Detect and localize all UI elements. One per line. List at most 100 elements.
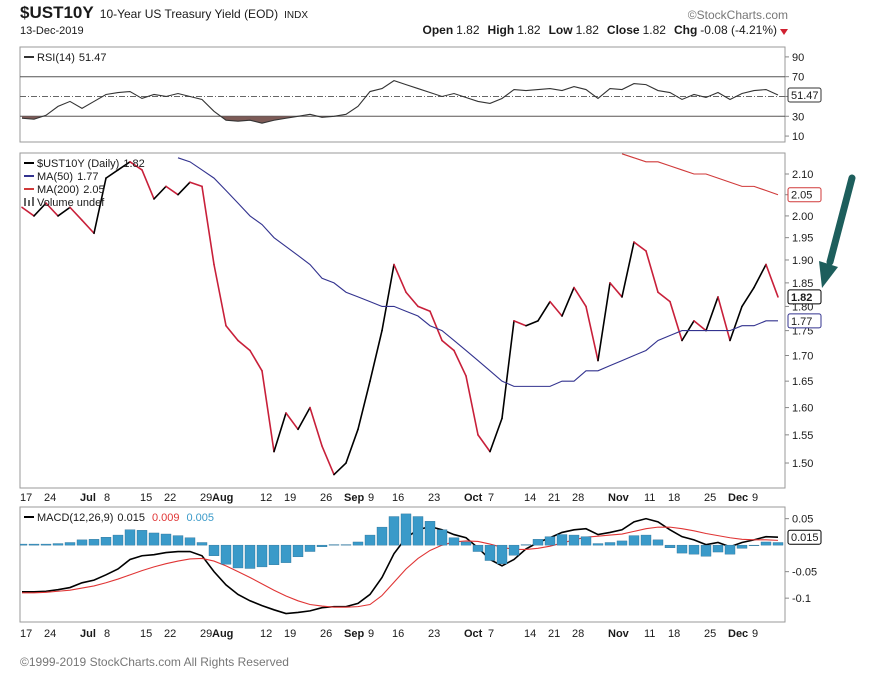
price-segment [45, 202, 59, 217]
y-tick-label: 30 [792, 111, 804, 123]
panel-frame [19, 46, 786, 143]
x-tick-label: 17 [20, 628, 32, 640]
price-segment [285, 412, 299, 431]
price-segment [669, 300, 683, 342]
price-segment [165, 185, 179, 196]
y-tick-label: 1.85 [792, 278, 813, 290]
price-segment [297, 406, 311, 431]
price-segment [513, 320, 527, 327]
x-tick-label: 29 [200, 492, 212, 504]
histogram-bar [20, 543, 28, 546]
x-tick-label: 19 [284, 628, 296, 640]
x-tick-label: Oct [464, 628, 483, 640]
histogram-bar [628, 535, 640, 546]
symbol: $UST10Y [20, 3, 94, 22]
y-tick-label: 1.70 [792, 351, 813, 363]
price-segment [321, 445, 335, 476]
histogram-bar [724, 544, 736, 555]
x-tick-label: 8 [104, 492, 110, 504]
legend-icon [28, 200, 30, 206]
price-segment [585, 305, 599, 362]
x-tick-label: Sep [344, 628, 364, 640]
price-segment [21, 206, 35, 217]
price-segment [237, 339, 251, 352]
price-segment [225, 324, 239, 342]
legend-entry: MACD(12,26,9) 0.015 0.009 0.005 [37, 512, 214, 524]
legend-name: MA(50) [37, 171, 73, 183]
histogram-bar [532, 539, 544, 546]
legend-value: 0.005 [186, 512, 214, 524]
x-tick-label: 24 [44, 492, 56, 504]
price-segment [33, 202, 47, 217]
price-segment [525, 320, 539, 327]
histogram-bar [112, 534, 124, 546]
price-segment [369, 329, 383, 382]
x-tick-label: 9 [368, 492, 374, 504]
x-tick-label: 16 [392, 628, 404, 640]
price-segment [549, 300, 563, 317]
price-segment [357, 380, 371, 431]
histogram-bar [652, 539, 664, 546]
quote-label: High [488, 23, 515, 37]
histogram-bar [340, 544, 352, 546]
value-tag [787, 289, 822, 305]
legend-icon [24, 198, 26, 206]
y-tick-label: -0.05 [792, 567, 817, 579]
price-segment [177, 181, 191, 196]
price-segment [273, 412, 287, 453]
x-tick-label: 26 [320, 628, 332, 640]
histogram-bar [616, 540, 628, 546]
x-tick-label: Aug [212, 628, 233, 640]
x-tick-label: Nov [608, 492, 630, 504]
legend-entry: MA(50) 1.77 [37, 171, 98, 183]
x-tick-label: Dec [728, 628, 748, 640]
y-tick-label: 1.50 [792, 458, 813, 470]
price-segment [477, 434, 491, 453]
price-segment [489, 417, 503, 453]
histogram-bar [40, 543, 52, 546]
quote-label: Close [607, 23, 640, 37]
histogram-bar [676, 544, 688, 554]
price-segment [345, 428, 359, 464]
price-segment [537, 300, 551, 322]
price-segment [621, 241, 635, 298]
histogram-bar [388, 516, 400, 546]
price-segment [93, 177, 107, 235]
value-tag-label: 1.77 [791, 316, 812, 328]
down-indicator [780, 29, 788, 35]
price-segment [189, 181, 203, 188]
price-segment [141, 169, 155, 200]
histogram-bar [736, 544, 748, 549]
price-segment [129, 161, 143, 171]
quote-line: Open 1.82 High 1.82 Low 1.82 Close 1.82 Chg -0.08… [423, 23, 778, 37]
x-tick-label: 9 [752, 628, 758, 640]
histogram-bar [748, 544, 760, 546]
x-tick-label: Jul [80, 628, 96, 640]
x-tick-label: 14 [524, 492, 536, 504]
histogram-bar [52, 543, 64, 546]
price-segment [309, 406, 323, 447]
quote-label: Chg [674, 23, 697, 37]
legend-extra: Volume undef [37, 197, 105, 209]
price-segment [561, 286, 575, 317]
price-segment [201, 185, 215, 266]
price-segment [609, 282, 623, 298]
price-segment [453, 349, 467, 377]
price-segment [753, 263, 767, 289]
legend-name: $UST10Y (Daily) [37, 158, 119, 170]
date: 13-Dec-2019 [20, 25, 84, 37]
histogram-bar [472, 544, 484, 552]
histogram-bar [760, 541, 772, 546]
price-segment [573, 286, 587, 308]
histogram-bar [28, 543, 40, 546]
value-tag [787, 529, 822, 545]
price-segment [717, 296, 731, 342]
x-tick-label: 9 [752, 492, 758, 504]
histogram-bar [448, 537, 460, 546]
quote-value: 1.82 [517, 23, 541, 37]
y-tick-label: 90 [792, 52, 804, 64]
series-line [21, 80, 779, 124]
arrow-shaft [826, 174, 856, 266]
histogram-bar [568, 534, 580, 546]
histogram-bar [424, 521, 436, 546]
